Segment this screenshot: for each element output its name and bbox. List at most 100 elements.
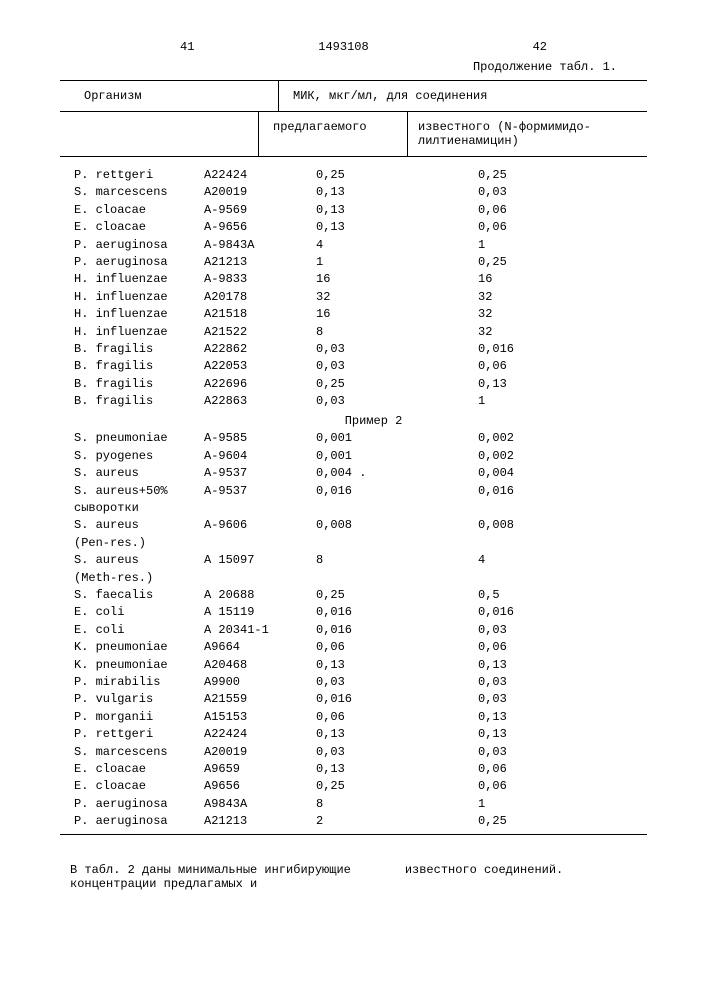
table-header-row2: предлагаемого известного (N-формимидо-ли… [60,112,647,157]
cell-known: 0,13 [446,726,647,743]
cell-organism: P. morganii [60,709,204,726]
cell-known: 32 [446,324,647,341]
table-row: E. cloacaeA96590,130,06 [60,761,647,778]
cell-known: 0,008 [446,517,647,534]
cell-organism: P. rettgeri [60,167,204,184]
table-row: E. coliA 20341-10,0160,03 [60,622,647,639]
cell-known: 0,06 [446,358,647,375]
table-row: B. fragilisA228630,031 [60,393,647,410]
cell-known: 4 [446,552,647,569]
cell-proposed: 16 [280,271,446,288]
page-num-left: 41 [180,40,194,54]
table-row: E. cloacaeA-96560,130,06 [60,219,647,236]
col-header-mic: МИК, мкг/мл, для соединения [279,81,647,111]
cell-known: 32 [446,289,647,306]
cell-proposed: 0,016 [280,622,446,639]
cell-known: 0,002 [446,448,647,465]
col-header-known: известного (N-формимидо-лилтиенамицин) [408,112,647,156]
cell-code: A20019 [204,184,280,201]
document-number: 1493108 [318,40,368,54]
cell-code: A21213 [204,813,280,830]
cell-known: 0,016 [446,483,647,500]
table-row: S. aureusA 1509784 [60,552,647,569]
table-row: S. aureus+50%A-95370,0160,016 [60,483,647,500]
cell-proposed: 0,03 [280,674,446,691]
cell-code: A 20688 [204,587,280,604]
cell-proposed: 0,25 [280,778,446,795]
cell-known [446,535,647,552]
table-row: B. fragilisA220530,030,06 [60,358,647,375]
cell-known: 1 [446,796,647,813]
cell-known: 1 [446,237,647,254]
cell-proposed: 0,016 [280,483,446,500]
table-row: P. mirabilisA99000,030,03 [60,674,647,691]
cell-proposed: 0,13 [280,184,446,201]
table-row: E. cloacaeA-95690,130,06 [60,202,647,219]
cell-proposed: 8 [280,324,446,341]
cell-organism: S. pyogenes [60,448,204,465]
cell-organism: S. faecalis [60,587,204,604]
cell-known: 16 [446,271,647,288]
cell-organism: H. influenzae [60,289,204,306]
cell-code: A20468 [204,657,280,674]
cell-code [204,500,280,517]
cell-code: A-9569 [204,202,280,219]
cell-proposed: 0,25 [280,587,446,604]
cell-known: 0,06 [446,639,647,656]
cell-proposed: 0,004 . [280,465,446,482]
cell-code: A22424 [204,167,280,184]
cell-organism: S. marcescens [60,184,204,201]
cell-known: 0,03 [446,744,647,761]
table-row: S. pyogenesA-96040,0010,002 [60,448,647,465]
cell-known [446,570,647,587]
cell-code: A-9656 [204,219,280,236]
cell-proposed: 0,13 [280,761,446,778]
table-row: S. marcescensA200190,030,03 [60,744,647,761]
section-break-label: Пример 2 [100,414,647,428]
cell-organism: H. influenzae [60,306,204,323]
cell-proposed: 0,03 [280,393,446,410]
cell-proposed: 16 [280,306,446,323]
col-header-blank [60,112,259,156]
table-continuation-label: Продолжение табл. 1. [60,60,617,74]
cell-known: 0,13 [446,657,647,674]
cell-code: A 15119 [204,604,280,621]
cell-known: 0,03 [446,184,647,201]
cell-organism: K. pneumoniae [60,657,204,674]
cell-code: A9843A [204,796,280,813]
cell-code: A20019 [204,744,280,761]
page-num-right: 42 [533,40,547,54]
cell-organism: P. aeruginosa [60,237,204,254]
cell-code: A 15097 [204,552,280,569]
cell-proposed: 0,001 [280,448,446,465]
cell-organism: E. cloacae [60,202,204,219]
cell-proposed: 0,13 [280,202,446,219]
table-row: S. marcescensA200190,130,03 [60,184,647,201]
cell-organism: E. cloacae [60,761,204,778]
cell-code: A21518 [204,306,280,323]
cell-organism: B. fragilis [60,376,204,393]
cell-code: A-9833 [204,271,280,288]
cell-proposed: 0,03 [280,744,446,761]
cell-known [446,500,647,517]
cell-organism: S. aureus [60,517,204,534]
cell-known: 0,25 [446,254,647,271]
cell-proposed: 0,016 [280,691,446,708]
header-page-numbers: 41 1493108 42 [100,40,607,54]
cell-organism: P. mirabilis [60,674,204,691]
cell-code: A22862 [204,341,280,358]
cell-organism: B. fragilis [60,358,204,375]
table-row: S. faecalisA 206880,250,5 [60,587,647,604]
cell-proposed: 2 [280,813,446,830]
cell-organism: P. aeruginosa [60,254,204,271]
cell-proposed: 32 [280,289,446,306]
cell-known: 32 [446,306,647,323]
cell-code: A-9604 [204,448,280,465]
table-row: E. coliA 151190,0160,016 [60,604,647,621]
cell-organism: K. pneumoniae [60,639,204,656]
table-row: B. fragilisA228620,030,016 [60,341,647,358]
cell-organism: B. fragilis [60,393,204,410]
table-row: P. rettgeriA224240,130,13 [60,726,647,743]
cell-code: A 20341-1 [204,622,280,639]
table-row: P. aeruginosaA-9843A41 [60,237,647,254]
